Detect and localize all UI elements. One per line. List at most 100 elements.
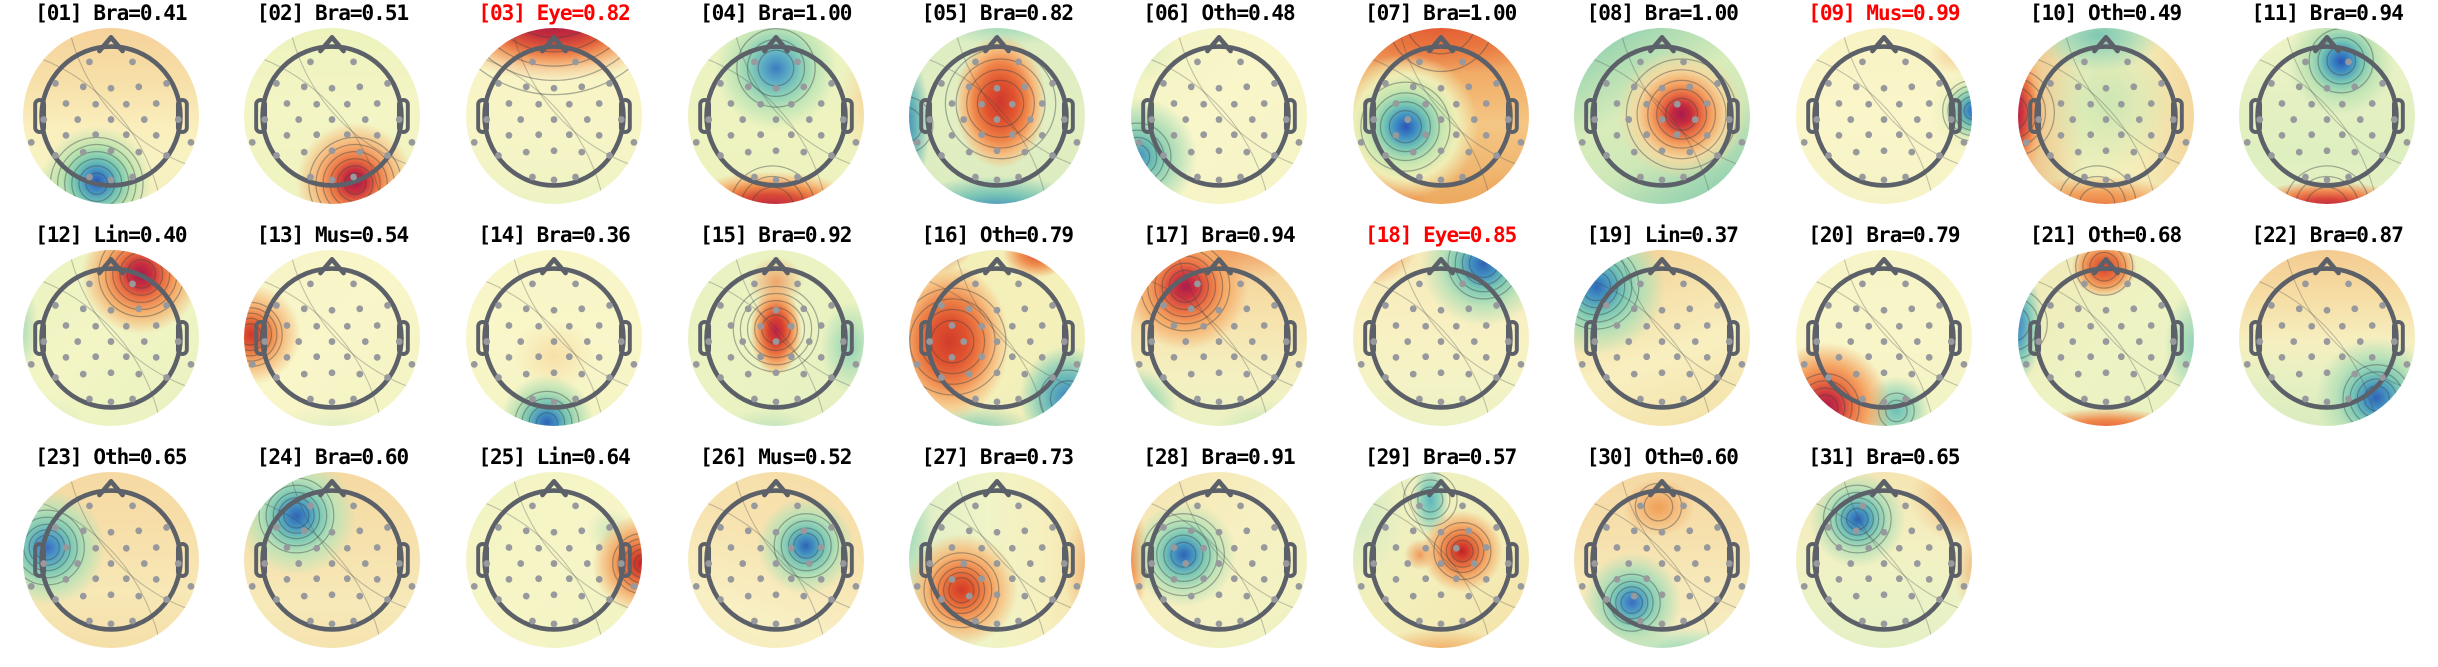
topomap xyxy=(1352,27,1530,205)
topomap-head-svg xyxy=(244,28,421,204)
component-label: [16] Oth=0.79 xyxy=(921,223,1074,247)
nose-icon xyxy=(2313,35,2342,54)
topomap xyxy=(22,27,200,205)
left-ear-icon xyxy=(1806,98,1819,134)
right-ear-icon xyxy=(1283,98,1297,134)
topomap-field xyxy=(687,28,864,204)
head-circle xyxy=(1812,488,1956,632)
left-ear-icon xyxy=(1362,98,1376,134)
electrode-dots xyxy=(470,58,638,184)
contour-lines xyxy=(1131,472,1307,648)
topomap xyxy=(908,249,1086,427)
electrode-dots xyxy=(1357,280,1524,406)
topomap-head-svg xyxy=(909,472,1086,648)
nose-icon xyxy=(983,35,1012,54)
topomap-head-svg xyxy=(909,250,1086,426)
component-label: [22] Bra=0.87 xyxy=(2251,223,2403,247)
nose-icon xyxy=(540,257,568,276)
right-ear-icon xyxy=(175,542,189,578)
nose-icon xyxy=(2091,35,2120,54)
electrode-dots xyxy=(2244,58,2411,184)
topomap-field xyxy=(466,472,643,648)
topomap-field xyxy=(244,28,421,204)
topomap-field xyxy=(687,250,864,426)
right-ear-icon xyxy=(1948,542,1962,578)
topomap-field xyxy=(1574,472,1751,648)
component-cell: [11] Bra=0.94 xyxy=(2216,0,2438,222)
right-ear-icon xyxy=(175,320,189,356)
nose-icon xyxy=(318,257,347,276)
topomap-field xyxy=(2017,250,2194,426)
head-circle xyxy=(1812,44,1956,188)
topomap-head-svg xyxy=(1352,28,1529,204)
topomap-head-svg xyxy=(466,472,643,648)
topomap-head-svg xyxy=(1574,472,1751,648)
topomap xyxy=(1795,249,1973,427)
electrode-dots xyxy=(2022,280,2189,406)
electrode-dots xyxy=(249,58,416,184)
contour-lines xyxy=(909,250,1086,426)
component-label: [17] Bra=0.94 xyxy=(1143,223,1295,247)
topomap-head-svg xyxy=(466,250,643,426)
left-ear-icon xyxy=(1806,542,1819,578)
nose-icon xyxy=(983,479,1012,498)
nose-icon xyxy=(1426,257,1455,276)
head-circle xyxy=(1368,266,1513,410)
topomap xyxy=(1352,249,1530,427)
topomap-head-svg xyxy=(1131,250,1307,426)
right-ear-icon xyxy=(397,542,411,578)
topomap-field xyxy=(2017,28,2194,204)
head-circle xyxy=(2033,266,2178,410)
head-circle xyxy=(482,266,626,410)
left-ear-icon xyxy=(2027,320,2041,356)
right-ear-icon xyxy=(2392,320,2405,356)
left-ear-icon xyxy=(1584,542,1598,578)
right-ear-icon xyxy=(397,320,411,356)
topomap-head-svg xyxy=(909,28,1086,204)
nose-icon xyxy=(1870,35,1898,54)
electrode-dots xyxy=(2022,58,2189,184)
topomap xyxy=(22,249,200,427)
component-label: [13] Mus=0.54 xyxy=(256,223,409,247)
topomap-head-svg xyxy=(2017,250,2194,426)
topomap-field xyxy=(1352,472,1529,648)
component-label: [21] Oth=0.68 xyxy=(2029,223,2182,247)
topomap xyxy=(243,249,421,427)
topomap-field xyxy=(1130,250,1307,426)
topomap xyxy=(22,471,200,649)
topomap-field xyxy=(909,472,1086,648)
right-ear-icon xyxy=(2170,98,2184,134)
left-ear-icon xyxy=(33,542,46,578)
right-ear-icon xyxy=(1283,320,1297,356)
head-circle xyxy=(2033,44,2178,188)
topomap-field xyxy=(1795,250,1972,426)
head-circle xyxy=(2255,266,2399,410)
topomap-head-svg xyxy=(244,250,421,426)
component-label: [08] Bra=1.00 xyxy=(1586,1,1739,25)
component-cell: [27] Bra=0.73 xyxy=(887,444,1109,666)
head-circle xyxy=(1590,488,1734,632)
nose-icon xyxy=(1205,35,1233,54)
topomap-field xyxy=(466,250,643,426)
component-label: [04] Bra=1.00 xyxy=(700,1,852,25)
head-circle xyxy=(482,44,626,188)
component-label: [01] Bra=0.41 xyxy=(35,1,187,25)
topomap xyxy=(687,249,865,427)
electrode-dots xyxy=(914,502,1081,628)
topomap xyxy=(1130,249,1308,427)
topomap xyxy=(1130,471,1308,649)
topomap xyxy=(465,249,643,427)
head-circle xyxy=(39,488,183,632)
topomap-field xyxy=(1795,472,1972,648)
component-cell: [26] Mus=0.52 xyxy=(665,444,887,666)
left-ear-icon xyxy=(697,320,711,356)
electrode-dots xyxy=(2244,280,2411,406)
head-circle xyxy=(1147,266,1291,410)
right-ear-icon xyxy=(1062,542,1076,578)
right-ear-icon xyxy=(1505,320,1519,356)
head-circle xyxy=(2255,44,2399,188)
nose-icon xyxy=(1426,35,1455,54)
topomap xyxy=(1352,471,1530,649)
component-label: [11] Bra=0.94 xyxy=(2251,1,2403,25)
